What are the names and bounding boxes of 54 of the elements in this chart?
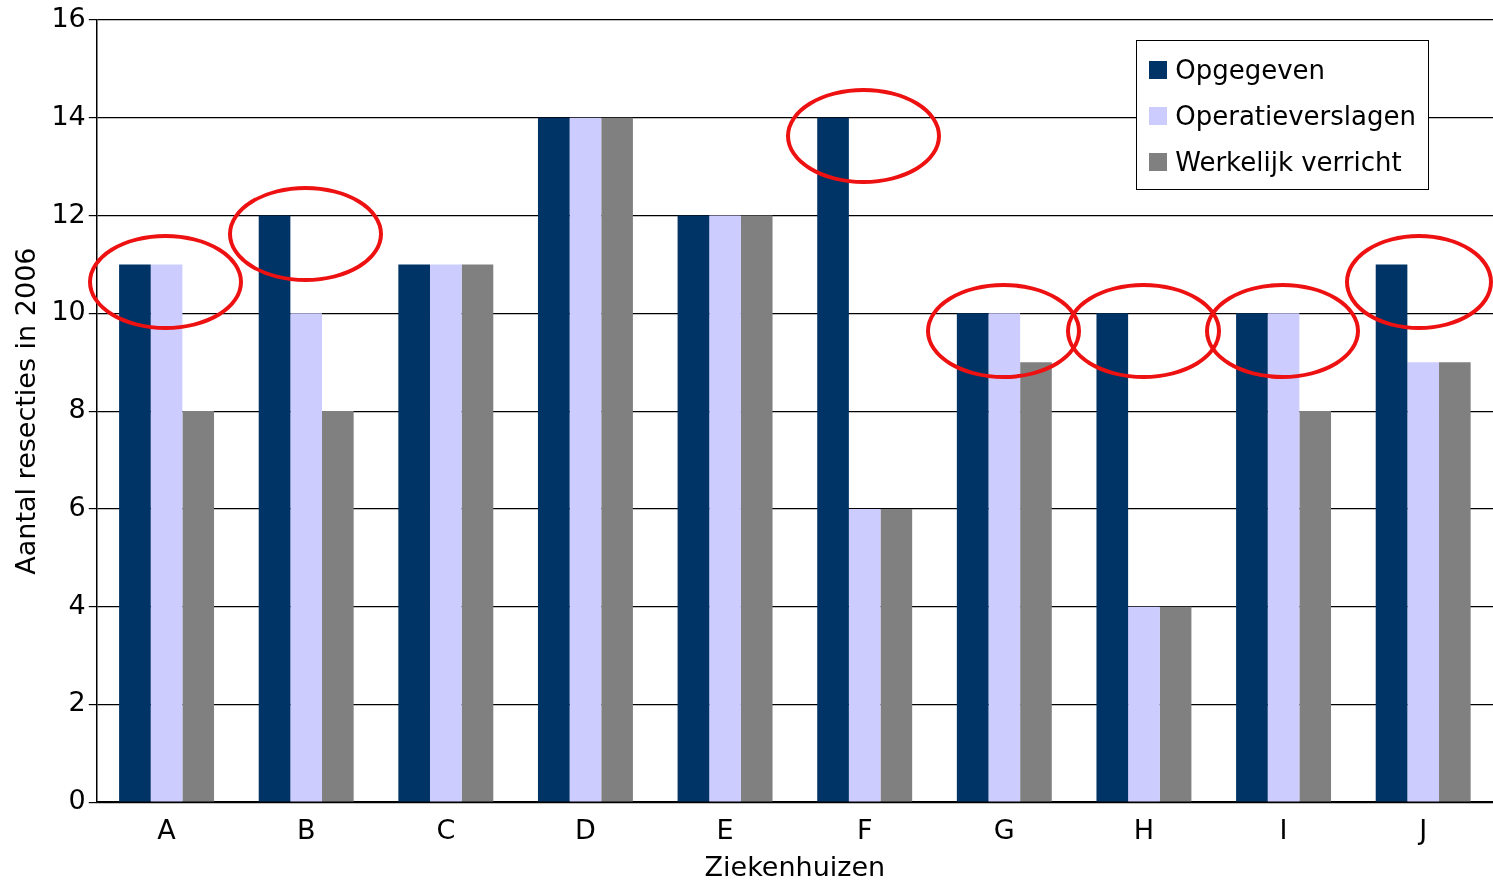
bar: [150, 264, 183, 802]
legend-label: Werkelijk verricht: [1175, 147, 1402, 177]
x-tick-label: I: [1279, 814, 1288, 846]
x-axis-title: Ziekenhuizen: [704, 850, 886, 882]
bar: [461, 264, 494, 802]
bar: [182, 411, 215, 802]
bar: [677, 215, 710, 802]
bar: [398, 264, 430, 802]
bar: [601, 117, 633, 802]
bar: [1128, 606, 1160, 802]
y-tick-label: 14: [51, 99, 86, 131]
bar: [1299, 411, 1332, 802]
bar: [1407, 362, 1440, 802]
x-tick-label: C: [436, 814, 456, 846]
bar: [1236, 313, 1268, 802]
x-tick-label: H: [1133, 814, 1155, 846]
bar: [740, 215, 773, 802]
y-tick-label: 16: [51, 2, 86, 34]
bar: [119, 264, 151, 802]
bar: [1375, 264, 1408, 802]
x-tick-label: G: [993, 814, 1015, 846]
x-tick-label: B: [296, 814, 316, 846]
bar: [709, 215, 741, 802]
bar: [988, 313, 1021, 802]
x-tick-label: A: [157, 814, 177, 846]
x-tick-label: F: [856, 814, 873, 846]
y-tick-label: 12: [51, 197, 86, 229]
bar: [880, 508, 913, 802]
y-tick-label: 0: [68, 784, 86, 816]
legend-label: Operatieverslagen: [1175, 101, 1416, 131]
bar: [1159, 606, 1192, 802]
bar: [429, 264, 462, 802]
bar: [1267, 313, 1300, 802]
bar: [817, 117, 849, 802]
y-tick-label: 10: [51, 295, 86, 327]
bar: [1096, 313, 1129, 802]
bar: [848, 508, 881, 802]
x-tick-label: E: [716, 814, 734, 846]
bar: [1020, 362, 1052, 802]
y-tick-label: 8: [68, 393, 86, 425]
y-tick-label: 4: [68, 588, 86, 620]
bar: [537, 117, 570, 802]
y-tick-label: 6: [68, 490, 86, 522]
y-axis-title: Aantal resecties in 2006: [10, 247, 42, 575]
bar: [569, 117, 602, 802]
bar: [258, 215, 291, 802]
bar: [1439, 362, 1471, 802]
legend-label: Opgegeven: [1175, 55, 1326, 85]
bar: [290, 313, 323, 802]
bar: [322, 411, 354, 802]
y-tick-label: 2: [68, 686, 86, 718]
x-tick-label: D: [575, 814, 596, 846]
bar: [956, 313, 989, 802]
x-tick-label: J: [1417, 814, 1428, 846]
